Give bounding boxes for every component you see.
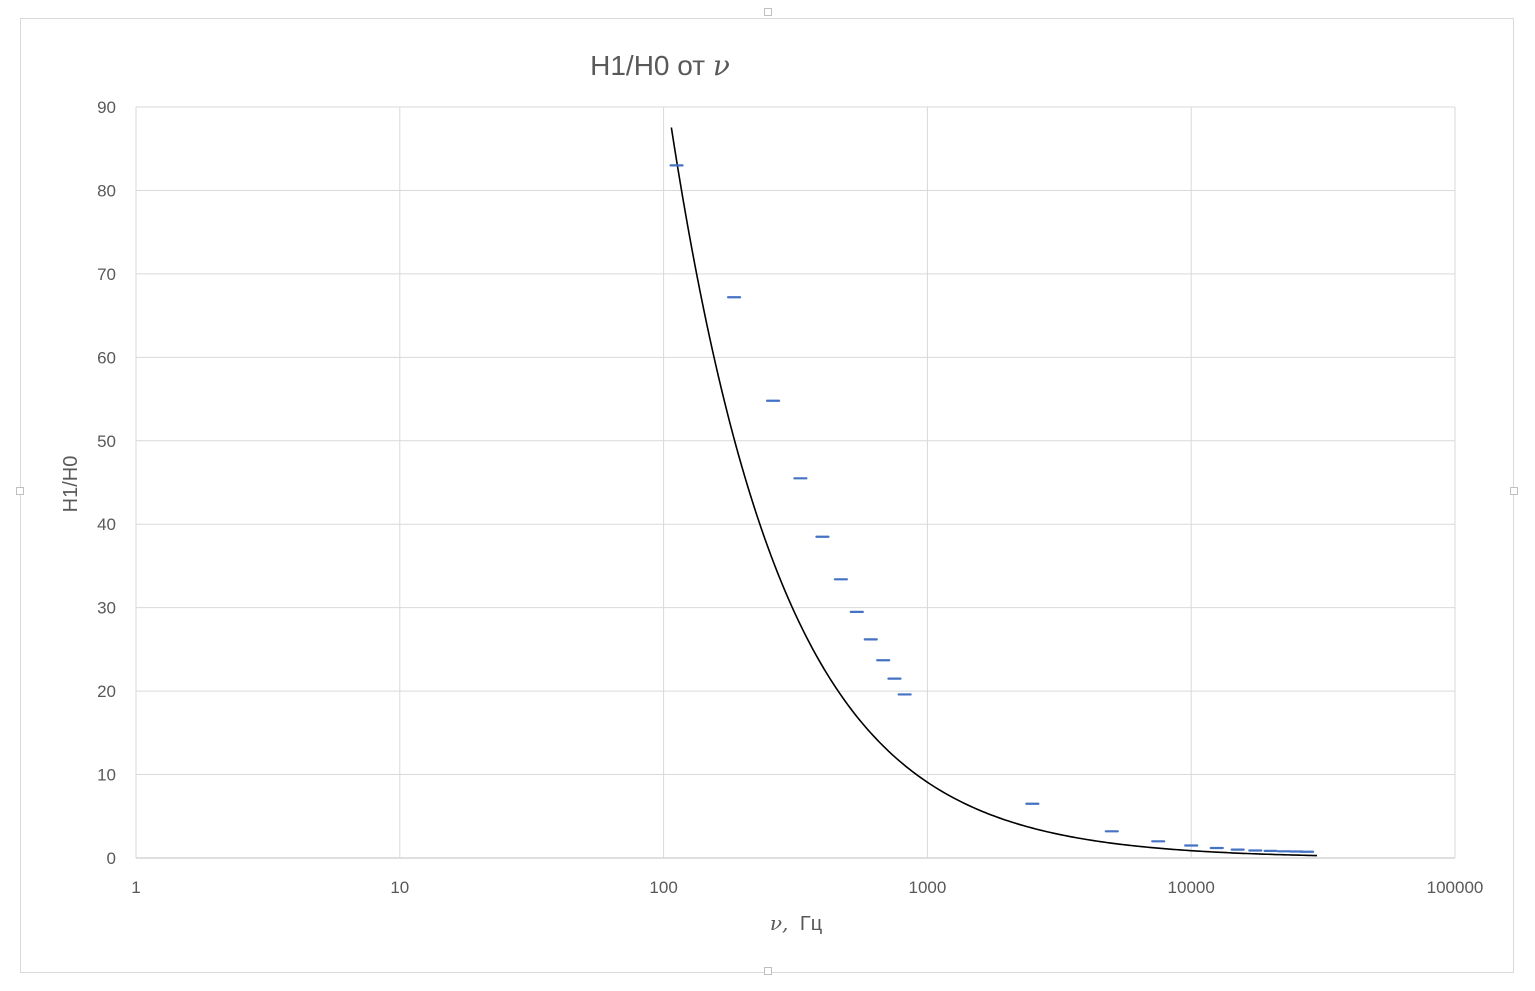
x-tick-label: 100000	[1427, 878, 1484, 897]
y-tick-label: 60	[97, 348, 116, 367]
chart-title: H1/H0 от ν	[590, 49, 730, 82]
y-tick-label: 10	[97, 766, 116, 785]
x-axis-unit: Гц	[800, 913, 822, 935]
x-tick-label: 1	[131, 878, 140, 897]
data-points	[669, 164, 1315, 853]
y-axis-title: H1/H0	[60, 456, 82, 513]
y-tick-label: 50	[97, 432, 116, 451]
y-tick-label: 90	[97, 98, 116, 117]
x-axis-symbol: ν,	[770, 911, 789, 935]
y-tick-label: 20	[97, 682, 116, 701]
tick-labels: 0 10 20 30 40 50 60 70 80 90 1 10 100 1000 10000 100000	[97, 98, 1483, 897]
chart-title-symbol: ν	[713, 49, 730, 82]
chart-title-text: H1/H0 от	[590, 50, 705, 81]
x-tick-label: 10	[390, 878, 409, 897]
trendline	[670, 127, 1318, 857]
x-tick-label: 10000	[1168, 878, 1215, 897]
x-axis-title: ν, Гц	[770, 911, 822, 935]
y-tick-label: 30	[97, 599, 116, 618]
y-tick-label: 70	[97, 265, 116, 284]
resize-handle-top[interactable]	[764, 8, 772, 16]
x-tick-label: 1000	[908, 878, 946, 897]
resize-handle-left[interactable]	[16, 487, 24, 495]
y-tick-label: 80	[97, 181, 116, 200]
y-tick-label: 0	[107, 849, 116, 868]
resize-handle-bottom[interactable]	[764, 967, 772, 975]
chart-frame[interactable]	[20, 18, 1514, 973]
resize-handle-right[interactable]	[1510, 487, 1518, 495]
gridlines	[135, 106, 1456, 859]
trendline-group	[670, 127, 1318, 857]
x-tick-label: 100	[649, 878, 677, 897]
y-tick-label: 40	[97, 515, 116, 534]
